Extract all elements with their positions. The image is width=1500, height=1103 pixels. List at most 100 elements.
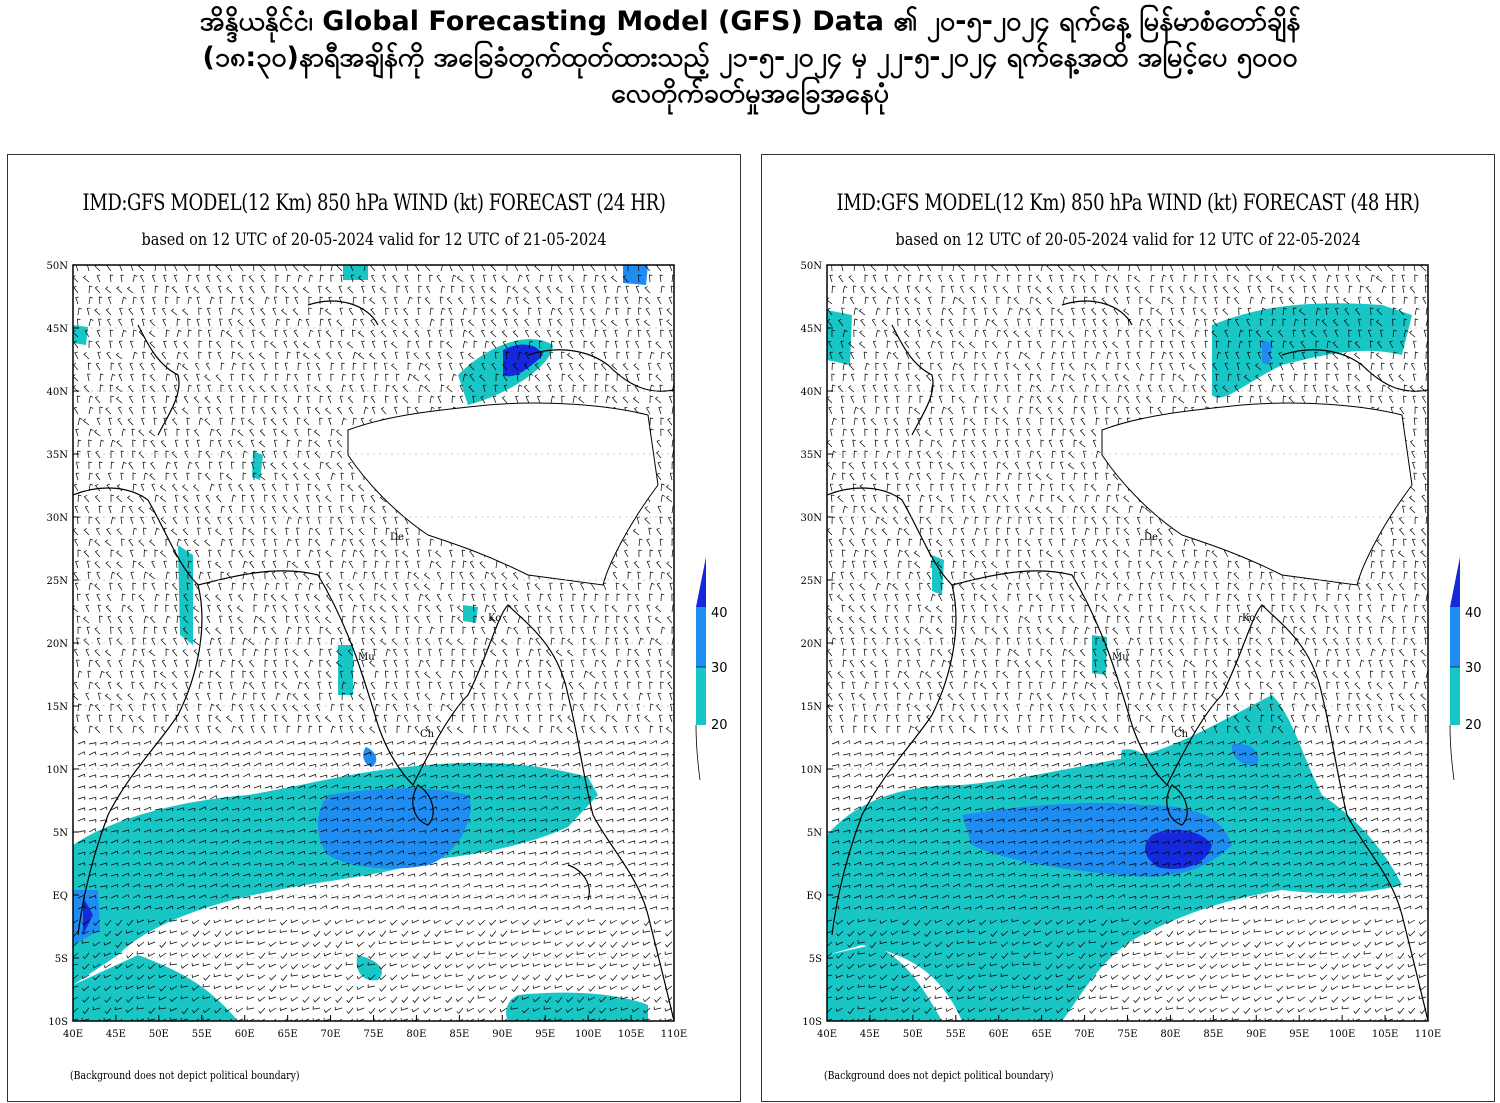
wind-barb [853,417,859,426]
wind-barb [647,670,651,679]
wind-barb [1134,286,1141,294]
wind-barb [627,307,632,316]
wind-barb [128,703,134,712]
wind-barb [141,285,146,294]
wind-barb [616,703,622,712]
wind-barb [390,1007,398,1014]
wind-barb [547,593,552,602]
wind-barb [187,571,191,580]
wind-barb [952,439,958,448]
wind-barb [404,560,409,569]
wind-barb [165,373,171,382]
wind-barb [528,828,537,833]
wind-barb [444,985,453,989]
wind-barb [303,462,310,470]
wind-barb [862,417,866,426]
wind-barb [560,582,564,591]
wind-barb [411,963,420,968]
wind-barb [297,439,303,448]
wind-barb [352,626,356,634]
wind-barb [665,930,673,937]
wind-barb [886,483,891,492]
wind-barb [593,362,598,371]
wind-barb [1409,330,1416,338]
wind-barb [577,996,585,1003]
wind-barb [1084,362,1089,371]
wind-barb [73,996,79,1001]
wind-barb [325,627,332,635]
wind-barb [220,796,229,801]
wind-barb [207,560,212,569]
wind-barb [81,974,90,980]
wind-barb [130,373,134,382]
wind-barb [75,472,80,481]
wind-barb [405,538,410,547]
wind-barb [660,785,669,790]
wind-barb [669,582,673,591]
wind-barb [458,670,464,679]
wind-barb [1333,285,1339,294]
wind-barb [138,715,145,723]
wind-barb [192,930,200,937]
wind-barb [154,681,159,690]
wind-barb [974,274,979,283]
wind-barb [1369,340,1374,349]
wind-barb [578,682,585,690]
wind-barb [853,329,857,338]
wind-barb [484,637,490,646]
wind-barb [116,572,123,580]
wind-barb [149,374,156,382]
wind-barb [659,318,663,327]
wind-barb [451,873,460,878]
wind-barb [414,725,420,734]
wind-barb [291,561,299,569]
wind-barb [88,461,92,470]
wind-barb [1150,285,1154,294]
wind-barb [207,318,211,327]
wind-barb [1423,362,1428,371]
wind-barb [1237,373,1241,382]
wind-barb [589,604,596,613]
wind-barb [658,648,662,657]
wind-barb [280,429,288,437]
wind-barb [1222,308,1229,316]
wind-barb [1092,439,1097,448]
wind-barb [961,439,966,448]
wind-barb [149,319,156,327]
wind-barb [198,773,207,778]
wind-barb [275,851,284,855]
wind-barb [580,626,585,635]
wind-barb [908,362,912,371]
wind-barb [204,517,211,525]
wind-barb [625,318,629,327]
wind-barb [264,593,268,602]
wind-barb [279,996,288,1001]
wind-barb [324,919,332,926]
wind-barb [307,483,312,492]
wind-barb [411,973,420,977]
wind-barb [370,681,376,690]
wind-barb [1314,373,1318,382]
wind-barb [550,725,555,734]
wind-barb [1051,340,1056,349]
wind-barb [594,907,603,911]
wind-barb [371,692,376,701]
wind-barb [973,406,977,415]
wind-barb [425,351,431,360]
wind-barb [939,428,944,437]
wind-barb [404,637,409,646]
wind-barb [405,703,410,712]
wind-barb [638,906,647,911]
wind-barb [870,286,877,294]
wind-barb [481,362,486,371]
wind-barb [286,752,295,757]
wind-barb [478,930,486,937]
wind-barb [110,894,119,899]
wind-barb [1332,318,1339,327]
wind-barb [385,703,390,712]
wind-barb [396,796,405,800]
wind-barb [649,681,653,690]
wind-barb [501,572,508,580]
wind-barb [1392,329,1397,338]
wind-barb [117,406,123,415]
